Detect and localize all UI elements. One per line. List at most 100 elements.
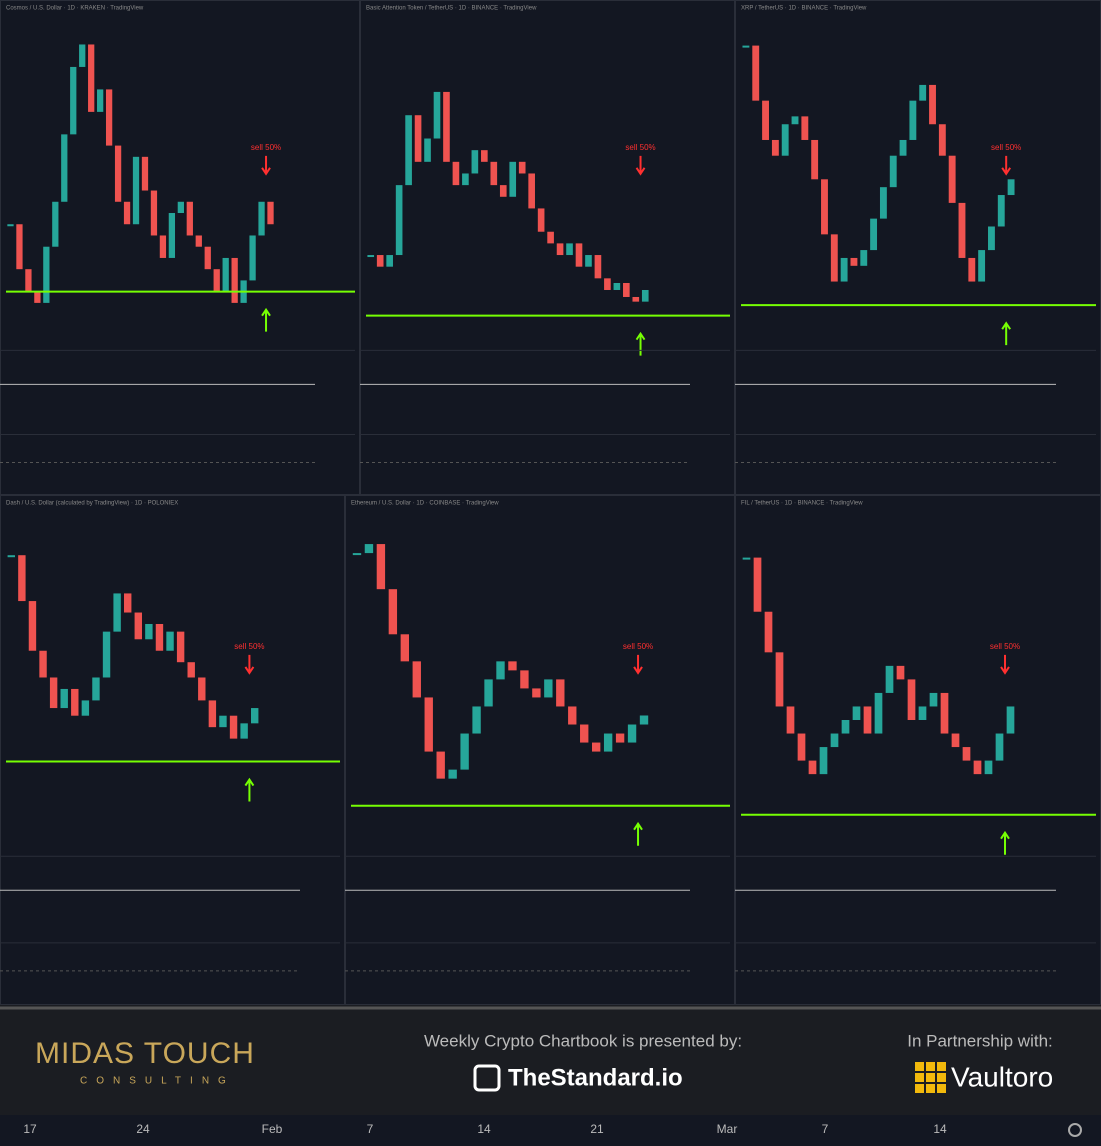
candle xyxy=(585,255,592,267)
candle xyxy=(615,733,625,743)
settings-icon[interactable] xyxy=(1068,1123,1082,1137)
panel-title: FIL / TetherUS · 1D · BINANCE · TradingV… xyxy=(741,501,863,507)
candle xyxy=(575,243,583,267)
candle xyxy=(52,201,59,247)
candle xyxy=(433,91,441,139)
candle xyxy=(16,224,23,270)
candle xyxy=(367,255,375,258)
footer-banner xyxy=(0,1005,1101,1115)
candle xyxy=(150,190,158,236)
candle xyxy=(229,715,238,739)
candle xyxy=(102,631,111,678)
candle xyxy=(39,650,47,678)
chart-panel: Dash / U.S. Dollar (calculated by Tradin… xyxy=(0,495,345,1005)
candle xyxy=(850,257,858,266)
candle xyxy=(376,255,384,267)
candle xyxy=(742,557,751,560)
time-axis-label: 14 xyxy=(477,1122,491,1136)
down-arrow xyxy=(244,654,255,675)
candle xyxy=(60,688,68,709)
candle xyxy=(797,733,806,761)
candle xyxy=(70,66,77,135)
candle xyxy=(155,623,164,651)
candle xyxy=(208,700,217,728)
chart-panel: Cosmos / U.S. Dollar · 1D · KRAKEN · Tra… xyxy=(0,0,360,495)
candle xyxy=(973,760,982,775)
candle xyxy=(509,161,517,197)
candle xyxy=(471,150,479,174)
candle xyxy=(951,733,960,748)
down-arrow xyxy=(1000,654,1010,675)
panel-frame xyxy=(0,495,345,1005)
candle xyxy=(132,156,140,225)
candle xyxy=(518,161,526,174)
candle xyxy=(786,706,795,734)
price-scale xyxy=(730,1,734,494)
sponsor: TheStandard.io xyxy=(508,1064,683,1091)
candle xyxy=(742,45,750,48)
price-scale xyxy=(340,496,344,1004)
candle xyxy=(537,208,545,232)
candle xyxy=(995,733,1004,761)
candle xyxy=(830,733,839,748)
price-scale xyxy=(730,496,734,1004)
candle xyxy=(603,733,613,752)
candle xyxy=(568,706,577,725)
candle xyxy=(134,612,142,640)
candle xyxy=(25,269,32,292)
candle xyxy=(909,100,917,140)
candle xyxy=(92,677,100,701)
candle xyxy=(18,555,26,602)
candle xyxy=(852,706,861,720)
candle xyxy=(386,255,393,267)
candle xyxy=(213,269,220,292)
candle xyxy=(811,139,819,180)
candle xyxy=(580,724,589,743)
candle xyxy=(879,187,887,219)
candle xyxy=(870,218,878,251)
candle xyxy=(7,224,14,227)
candle xyxy=(863,706,872,734)
candle xyxy=(81,700,90,716)
candle xyxy=(594,255,602,279)
candle xyxy=(885,665,894,693)
candle xyxy=(448,769,457,779)
annotation: sell 50% xyxy=(234,642,264,651)
candle xyxy=(204,246,211,270)
candle xyxy=(988,226,995,251)
candle xyxy=(481,150,488,162)
candle xyxy=(938,124,946,156)
panel-frame xyxy=(360,0,735,495)
candle xyxy=(249,235,256,281)
candle xyxy=(632,296,640,302)
candle xyxy=(821,179,828,235)
candle xyxy=(781,124,789,156)
candle xyxy=(61,134,68,202)
candle xyxy=(547,231,554,244)
panel-title: Cosmos / U.S. Dollar · 1D · KRAKEN · Tra… xyxy=(6,6,144,12)
chart-panel: Ethereum / U.S. Dollar · 1D · COINBASE ·… xyxy=(345,495,735,1005)
candle xyxy=(436,751,445,779)
price-scale xyxy=(1096,1,1100,494)
candle xyxy=(899,139,907,156)
annotation: sell 50% xyxy=(251,143,281,152)
candle xyxy=(968,257,976,282)
candle xyxy=(388,589,398,635)
candle xyxy=(929,692,938,707)
price-scale xyxy=(355,1,359,494)
candle xyxy=(443,91,450,162)
candle xyxy=(940,692,949,734)
candle xyxy=(791,116,799,125)
candle xyxy=(145,623,153,640)
sponsor-logo: TheStandard.io xyxy=(473,1064,683,1092)
candle xyxy=(376,544,386,590)
down-arrow xyxy=(633,654,643,675)
panel-frame xyxy=(345,495,735,1005)
candle xyxy=(801,116,809,140)
candle xyxy=(808,760,817,775)
candle xyxy=(566,243,573,256)
candle xyxy=(405,115,412,186)
time-axis xyxy=(0,1115,1101,1141)
candle xyxy=(532,688,541,698)
